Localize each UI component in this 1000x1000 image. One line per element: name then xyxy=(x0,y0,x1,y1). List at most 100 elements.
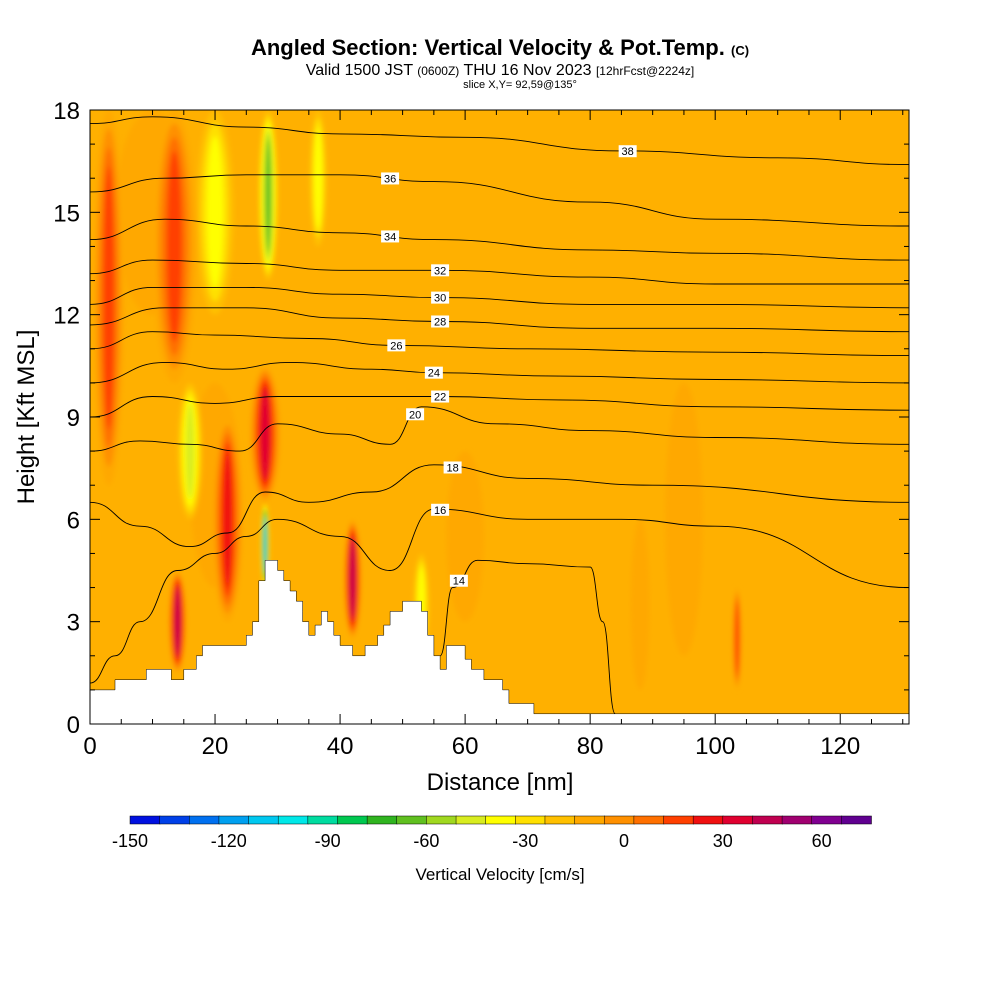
isentrope-line xyxy=(90,174,909,227)
updraft-band xyxy=(211,416,244,622)
isentrope-label: 30 xyxy=(434,293,446,305)
colorbar-title: Vertical Velocity [cm/s] xyxy=(415,865,584,884)
updraft-band-level xyxy=(167,150,182,342)
colorbar-tick-label: -60 xyxy=(413,831,439,851)
downdraft-band-level xyxy=(314,127,322,229)
y-tick-label: 9 xyxy=(67,405,80,432)
valid-utc: (0600Z) xyxy=(417,64,460,78)
colorbar-swatch xyxy=(277,815,309,825)
isentrope-label-bg xyxy=(424,366,443,379)
downdraft-band xyxy=(177,382,203,520)
colorbar-swatch xyxy=(426,815,457,825)
isentrope-label-bg xyxy=(449,574,468,587)
downdraft-band-level xyxy=(207,136,224,289)
valid-date: THU 16 Nov 2023 xyxy=(463,62,592,79)
updraft-band xyxy=(343,519,362,639)
updraft-band xyxy=(168,570,187,673)
colorbar-swatch xyxy=(248,815,279,825)
colorbar-swatch xyxy=(159,815,191,825)
isentrope-line xyxy=(90,464,909,548)
isentrope-label: 26 xyxy=(390,340,402,352)
x-tick-label: 60 xyxy=(452,733,479,760)
updraft-band xyxy=(93,110,125,486)
downdraft-band-level xyxy=(185,403,195,499)
y-tick-label: 15 xyxy=(53,200,80,227)
isentrope-label: 34 xyxy=(384,231,396,243)
colorbar-swatch xyxy=(189,815,220,825)
updraft-band-level xyxy=(223,450,232,589)
colorbar-swatch xyxy=(366,815,398,825)
colorbar-tick-label: 60 xyxy=(812,831,832,851)
colorbar-swatch xyxy=(515,815,546,825)
updraft-band-level xyxy=(175,588,180,655)
title-main: Angled Section: Vertical Velocity & Pot.… xyxy=(250,35,725,60)
isentrope-label-bg xyxy=(431,390,450,403)
isentrope-label: 38 xyxy=(622,146,634,158)
updraft-band-level xyxy=(103,166,114,429)
colorbar-swatch xyxy=(129,815,161,825)
isentrope-label-bg xyxy=(381,172,400,185)
isentrope-label-bg xyxy=(618,145,637,158)
terrain xyxy=(89,560,910,725)
y-axis: 0 3 6 9 12 15 18 xyxy=(53,98,909,739)
isentrope-label: 18 xyxy=(446,462,458,474)
isentrope-label: 32 xyxy=(434,265,446,277)
isentrope-label-bg xyxy=(387,339,406,352)
isentrope-line xyxy=(90,406,909,452)
colorbar-swatch xyxy=(574,815,605,825)
colorbar-tick-label: 0 xyxy=(619,831,629,851)
updraft-band xyxy=(732,587,743,690)
colorbar-swatch xyxy=(485,815,517,825)
downdraft-band xyxy=(258,110,279,281)
plot-area: 14 16 18 20 22 24 26 28 30 32 34 36 38 xyxy=(89,109,910,725)
isentrope-line xyxy=(90,508,909,684)
valid-prefix: Valid 1500 JST xyxy=(305,62,413,79)
isentrope-label: 22 xyxy=(434,392,446,404)
y-tick-label: 12 xyxy=(53,303,80,330)
colorbar-swatch xyxy=(544,815,576,825)
isentrope-line xyxy=(90,116,909,166)
weak-updraft-band-level xyxy=(446,451,484,622)
slice-info: slice X,Y= 92,59@135° xyxy=(463,79,577,91)
isentrope-labels: 14 16 18 20 22 24 26 28 30 32 34 36 38 xyxy=(381,145,637,588)
isentrope-label: 16 xyxy=(434,505,446,517)
downdraft-band-level xyxy=(265,139,271,252)
x-axis-label: Distance [nm] xyxy=(427,769,574,796)
colorbar-swatch xyxy=(841,815,872,825)
chart-title: Angled Section: Vertical Velocity & Pot.… xyxy=(0,36,1000,63)
isentrope-label-bg xyxy=(431,264,450,277)
isentrope-label: 28 xyxy=(434,316,446,328)
x-tick-label: 80 xyxy=(577,733,604,760)
isentrope-line xyxy=(439,559,616,715)
y-tick-label: 0 xyxy=(67,712,80,739)
colorbar-swatch xyxy=(752,815,783,825)
colorbar-tick-label: 30 xyxy=(713,831,733,851)
updraft-band xyxy=(152,110,197,383)
colorbar: -150 -120 -90 -60 -30 0 30 60 xyxy=(112,815,872,851)
isentrope-label: 14 xyxy=(453,576,465,588)
isentrope-label-bg xyxy=(443,461,462,474)
isentrope-line xyxy=(90,307,909,333)
colorbar-swatch xyxy=(811,815,843,825)
isentrope-line xyxy=(90,218,909,261)
colorbar-swatch xyxy=(603,815,635,825)
x-tick-label: 40 xyxy=(327,733,354,760)
colorbar-swatch xyxy=(337,815,368,825)
isentrope-label-bg xyxy=(431,315,450,328)
valid-time: Valid 1500 JST (0600Z) THU 16 Nov 2023 [… xyxy=(0,63,1000,79)
updraft-band-level xyxy=(630,519,650,690)
isentrope-line xyxy=(90,396,909,418)
forecast-info: [12hrFcst@2224z] xyxy=(595,64,695,78)
x-axis: 0 20 40 60 80 100 120 xyxy=(83,110,904,760)
y-tick-label: 3 xyxy=(67,610,80,637)
colorbar-swatch xyxy=(633,815,665,825)
y-tick-label: 6 xyxy=(67,507,80,534)
x-tick-label: 120 xyxy=(820,733,860,760)
x-tick-label: 20 xyxy=(202,733,229,760)
colorbar-swatch xyxy=(218,815,250,825)
isentrope-label: 24 xyxy=(428,368,440,380)
colorbar-tick-label: -90 xyxy=(315,831,341,851)
isentrope-label-bg xyxy=(431,291,450,304)
updraft-band xyxy=(630,519,650,690)
weak-updraft-band xyxy=(665,382,703,656)
